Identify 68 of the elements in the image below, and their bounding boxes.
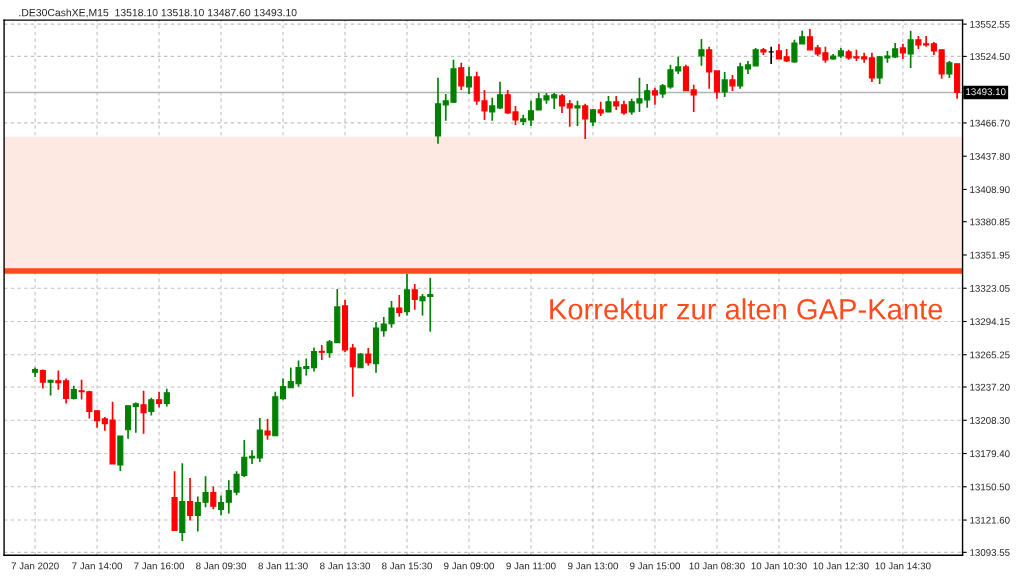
candlestick xyxy=(140,389,147,435)
chart-title: .DE30CashXE,M15 13518.10 13518.10 13487.60 13493.10 xyxy=(19,8,297,18)
x-tick-label: 9 Jan 13:00 xyxy=(568,562,618,570)
x-tick-label: 7 Jan 16:00 xyxy=(134,562,185,570)
y-tick-label: 13265.25 xyxy=(970,351,1010,359)
y-tick-label: 13524.50 xyxy=(970,53,1010,61)
candlestick xyxy=(713,70,721,100)
candlestick xyxy=(737,62,744,90)
candlestick xyxy=(217,494,225,517)
candlestick xyxy=(279,377,287,401)
candlestick xyxy=(698,38,705,67)
y-tick-label: 13179.40 xyxy=(970,450,1010,458)
candlestick xyxy=(768,46,775,65)
candlestick xyxy=(721,71,728,98)
x-tick-label: 8 Jan 13:30 xyxy=(320,562,371,570)
candlestick xyxy=(349,343,356,398)
candlestick xyxy=(907,30,914,69)
y-tick-label: 13380.85 xyxy=(970,218,1010,226)
candlestick xyxy=(248,449,256,465)
candlestick xyxy=(582,102,589,140)
candlestick xyxy=(868,52,875,83)
y-tick-label: 13466.70 xyxy=(970,119,1010,127)
candlestick xyxy=(465,66,473,95)
candlestick xyxy=(411,283,418,311)
y-tick-label: 13121.60 xyxy=(970,516,1010,524)
x-tick-label: 7 Jan 2020 xyxy=(11,562,59,570)
candlestick xyxy=(706,46,713,90)
candlestick xyxy=(682,63,690,92)
y-tick-label: 13150.50 xyxy=(970,483,1010,491)
y-tick-label: 13437.80 xyxy=(970,152,1010,160)
y-tick-label: 13093.55 xyxy=(970,549,1010,556)
y-tick-label: 13552.55 xyxy=(970,20,1010,28)
x-tick-label: 8 Jan 11:30 xyxy=(258,562,308,570)
candlestick xyxy=(458,62,465,91)
y-tick-label: 13323.05 xyxy=(970,284,1010,292)
x-tick-label: 7 Jan 14:00 xyxy=(72,562,123,570)
x-tick-label: 8 Jan 15:30 xyxy=(382,562,433,570)
candlestick xyxy=(489,97,496,122)
candlestick xyxy=(527,99,535,127)
candlestick xyxy=(310,346,318,373)
x-tick-label: 10 Jan 14:30 xyxy=(875,562,931,570)
candlestick xyxy=(124,404,132,440)
y-tick-label: 13208.30 xyxy=(970,417,1010,424)
candlestick xyxy=(403,273,411,317)
x-tick-label: 10 Jan 10:30 xyxy=(751,562,807,570)
candlestick xyxy=(396,294,403,318)
candlestick xyxy=(186,477,194,522)
candlestick xyxy=(496,81,504,110)
x-tick-label: 9 Jan 15:00 xyxy=(630,562,680,570)
candlestick xyxy=(574,99,581,127)
y-tick-label: 13408.90 xyxy=(970,186,1010,194)
x-tick-label: 9 Jan 09:00 xyxy=(444,562,495,570)
candlestick xyxy=(566,99,573,128)
candlestick xyxy=(558,93,566,114)
y-tick-label: 13237.20 xyxy=(970,383,1010,391)
x-tick-label: 10 Jan 12:30 xyxy=(813,562,869,570)
x-tick-label: 10 Jan 08:30 xyxy=(689,562,745,570)
annotation: Korrektur zur alten GAP-Kante xyxy=(550,298,943,320)
x-tick-label: 8 Jan 09:30 xyxy=(196,562,247,570)
candlestick xyxy=(264,418,271,441)
x-tick-label: 9 Jan 11:00 xyxy=(506,562,556,570)
candlestick xyxy=(210,485,217,511)
candlestick xyxy=(318,344,325,361)
y-tick-label: 13294.15 xyxy=(970,318,1010,326)
candlestick xyxy=(132,401,139,434)
ref-line-label: 13493.10 xyxy=(966,88,1006,96)
y-tick-label: 13351.95 xyxy=(970,251,1010,259)
candlestick xyxy=(690,83,697,113)
